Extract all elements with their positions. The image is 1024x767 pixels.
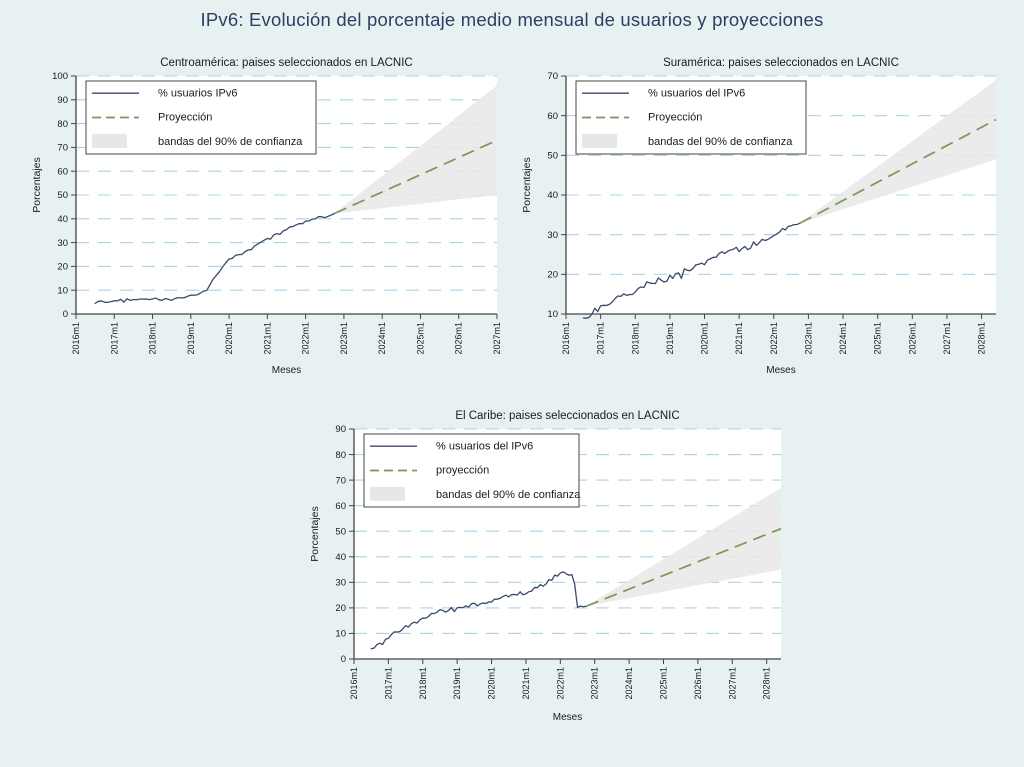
svg-text:0: 0 [341,654,346,665]
svg-text:20: 20 [57,262,68,273]
svg-text:2022m1: 2022m1 [769,322,779,355]
svg-text:2024m1: 2024m1 [624,667,634,700]
svg-text:2028m1: 2028m1 [762,667,772,700]
svg-text:70: 70 [547,71,558,82]
svg-text:bandas del 90% de confianza: bandas del 90% de confianza [648,136,793,148]
svg-text:2016m1: 2016m1 [71,322,81,355]
svg-text:2023m1: 2023m1 [803,322,813,355]
svg-text:El Caribe: paises seleccionado: El Caribe: paises seleccionados en LACNI… [455,410,679,422]
svg-text:60: 60 [547,111,558,122]
svg-text:2021m1: 2021m1 [262,322,272,355]
svg-text:2028m1: 2028m1 [977,322,987,355]
svg-text:Suramérica: paises seleccionad: Suramérica: paises seleccionados en LACN… [663,57,899,69]
svg-text:50: 50 [335,526,346,537]
svg-text:2020m1: 2020m1 [224,322,234,355]
svg-text:2024m1: 2024m1 [838,322,848,355]
svg-text:50: 50 [57,190,68,201]
svg-text:40: 40 [57,214,68,225]
svg-text:60: 60 [57,166,68,177]
svg-text:2018m1: 2018m1 [148,322,158,355]
svg-text:2019m1: 2019m1 [452,667,462,700]
svg-text:2025m1: 2025m1 [659,667,669,700]
svg-text:Proyección: Proyección [648,112,702,124]
svg-text:2020m1: 2020m1 [700,322,710,355]
svg-text:% usuarios del IPv6: % usuarios del IPv6 [436,440,533,452]
svg-text:0: 0 [63,309,68,320]
svg-text:2022m1: 2022m1 [555,667,565,700]
svg-text:2021m1: 2021m1 [521,667,531,700]
svg-text:2017m1: 2017m1 [596,322,606,355]
svg-text:Proyección: Proyección [158,112,212,124]
svg-text:2023m1: 2023m1 [590,667,600,700]
svg-text:2026m1: 2026m1 [454,322,464,355]
svg-text:2025m1: 2025m1 [415,322,425,355]
svg-text:10: 10 [335,629,346,640]
svg-text:70: 70 [335,475,346,486]
svg-text:80: 80 [57,119,68,130]
svg-text:Meses: Meses [766,365,795,376]
svg-text:2018m1: 2018m1 [418,667,428,700]
svg-text:20: 20 [335,603,346,614]
svg-text:2026m1: 2026m1 [693,667,703,700]
svg-text:2016m1: 2016m1 [561,322,571,355]
svg-text:Meses: Meses [553,712,582,723]
svg-text:10: 10 [547,309,558,320]
svg-text:Centroamérica: paises seleccio: Centroamérica: paises seleccionados en L… [160,57,412,69]
svg-text:20: 20 [547,270,558,281]
svg-text:40: 40 [335,552,346,563]
svg-text:2025m1: 2025m1 [873,322,883,355]
svg-text:2019m1: 2019m1 [186,322,196,355]
svg-text:% usuarios del IPv6: % usuarios del IPv6 [648,87,745,99]
svg-text:50: 50 [547,151,558,162]
svg-text:2022m1: 2022m1 [301,322,311,355]
svg-text:2016m1: 2016m1 [349,667,359,700]
svg-text:Porcentajes: Porcentajes [31,157,43,212]
svg-text:2021m1: 2021m1 [734,322,744,355]
svg-text:30: 30 [547,230,558,241]
svg-text:90: 90 [335,424,346,435]
svg-text:2019m1: 2019m1 [665,322,675,355]
svg-text:2026m1: 2026m1 [907,322,917,355]
svg-text:100: 100 [52,71,68,82]
svg-text:Meses: Meses [272,365,301,376]
svg-text:40: 40 [547,190,558,201]
svg-text:2023m1: 2023m1 [339,322,349,355]
svg-text:30: 30 [335,578,346,589]
svg-text:2017m1: 2017m1 [383,667,393,700]
svg-text:2017m1: 2017m1 [109,322,119,355]
svg-text:bandas del 90% de confianza: bandas del 90% de confianza [158,136,303,148]
svg-text:2027m1: 2027m1 [942,322,952,355]
svg-text:proyección: proyección [436,465,489,477]
svg-text:2024m1: 2024m1 [377,322,387,355]
svg-text:bandas del 90% de confianza: bandas del 90% de confianza [436,489,581,501]
svg-text:2018m1: 2018m1 [630,322,640,355]
svg-text:70: 70 [57,143,68,154]
svg-text:80: 80 [335,450,346,461]
svg-text:30: 30 [57,238,68,249]
svg-text:% usuarios IPv6: % usuarios IPv6 [158,87,237,99]
svg-text:60: 60 [335,501,346,512]
svg-text:Porcentajes: Porcentajes [521,157,533,212]
svg-text:2020m1: 2020m1 [487,667,497,700]
svg-text:10: 10 [57,285,68,296]
svg-text:Porcentajes: Porcentajes [309,506,321,561]
svg-text:90: 90 [57,95,68,106]
svg-text:2027m1: 2027m1 [727,667,737,700]
